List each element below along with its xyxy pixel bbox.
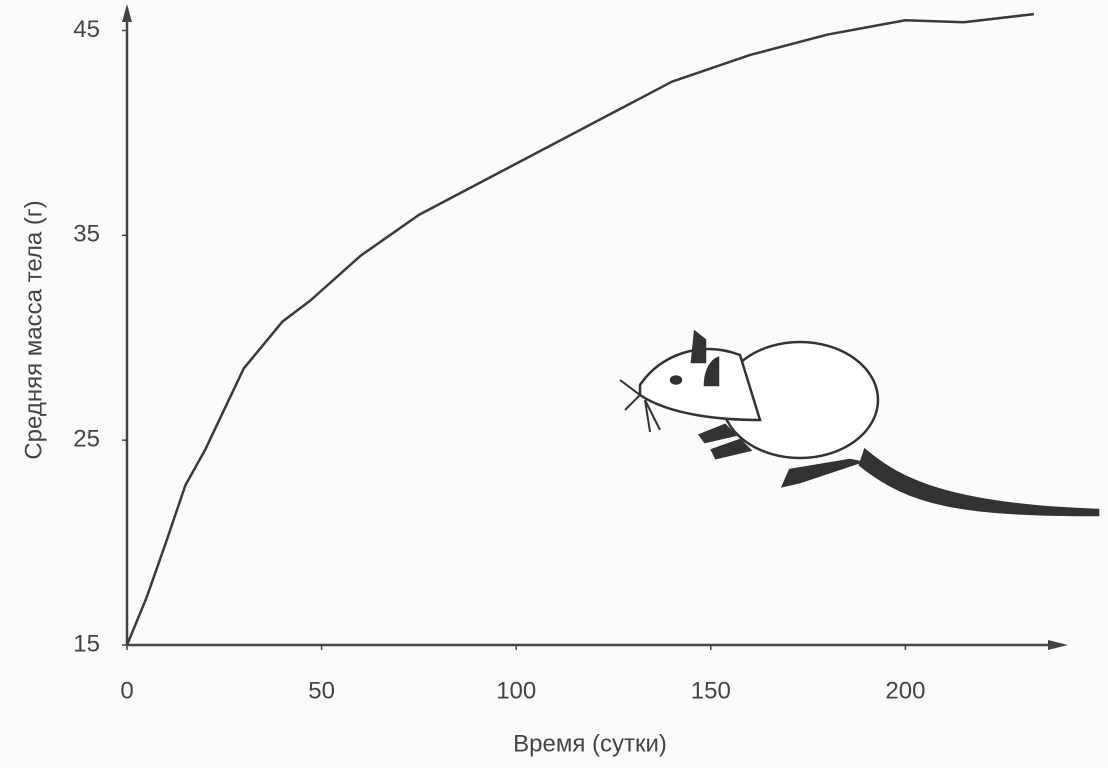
x-tick-label: 200 xyxy=(885,677,925,704)
y-tick-label: 15 xyxy=(73,630,100,657)
x-axis-label: Время (сутки) xyxy=(513,730,667,757)
y-tick-label: 35 xyxy=(73,221,100,248)
data-line xyxy=(125,12,1035,646)
x-tick-label: 0 xyxy=(120,677,133,704)
x-tick-label: 50 xyxy=(308,677,335,704)
y-axis-label: Средняя масса тела (г) xyxy=(20,200,47,459)
x-tick-label: 150 xyxy=(691,677,731,704)
y-tick-label: 25 xyxy=(73,426,100,453)
x-tick-label: 100 xyxy=(496,677,536,704)
y-axis-arrow xyxy=(122,4,132,22)
y-tick-label: 45 xyxy=(73,16,100,43)
mouse-illustration xyxy=(619,329,1100,517)
x-axis-arrow xyxy=(1048,640,1068,650)
